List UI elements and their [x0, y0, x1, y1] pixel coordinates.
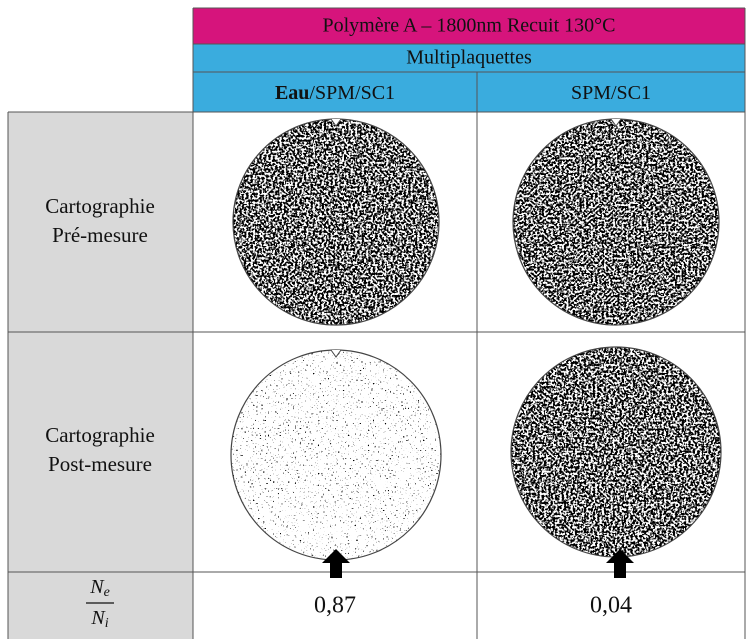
- fraction-base: N: [89, 576, 105, 598]
- defect-texture: [231, 350, 441, 560]
- column-header-rest: SPM/SC1: [571, 82, 651, 104]
- title-band: [193, 8, 745, 44]
- wafer-map: [510, 346, 722, 558]
- defect-texture: [511, 347, 721, 557]
- row-label: Pré-mesure: [52, 223, 148, 247]
- row-label: Cartographie: [45, 194, 155, 218]
- column-header: Eau/SPM/SC1: [275, 82, 395, 104]
- row-label: Post-mesure: [48, 452, 152, 476]
- ratio-value: 0,04: [590, 593, 632, 619]
- wafer-map: [512, 118, 720, 326]
- column-header-rest: /SPM/SC1: [309, 82, 395, 104]
- column-header: SPM/SC1: [571, 82, 651, 104]
- column-header-bold: Eau: [275, 82, 309, 104]
- defect-texture: [513, 119, 719, 325]
- subtitle-band: [193, 44, 745, 112]
- wafer-map: [232, 118, 440, 326]
- fraction-base: N: [90, 607, 106, 629]
- wafer-notch: [610, 118, 622, 127]
- defect-texture: [233, 119, 439, 325]
- fraction-numerator: Ne: [89, 576, 110, 601]
- arrow-up: [322, 549, 350, 578]
- fraction-denominator: Ni: [90, 607, 108, 632]
- table-title: Polymère A – 1800nm Recuit 130°C: [323, 15, 616, 37]
- table-grid: [7, 7, 746, 639]
- arrow-up: [606, 549, 634, 578]
- fraction-sub: e: [104, 585, 110, 600]
- row-label: Cartographie: [45, 423, 155, 447]
- fraction-sub: i: [105, 616, 109, 631]
- wafer-map: [230, 349, 442, 561]
- wafer-notch: [330, 118, 342, 127]
- ratio-value: 0,87: [314, 593, 356, 619]
- label-column: [8, 112, 193, 639]
- table-subtitle: Multiplaquettes: [406, 47, 532, 69]
- wafer-notch: [330, 349, 342, 358]
